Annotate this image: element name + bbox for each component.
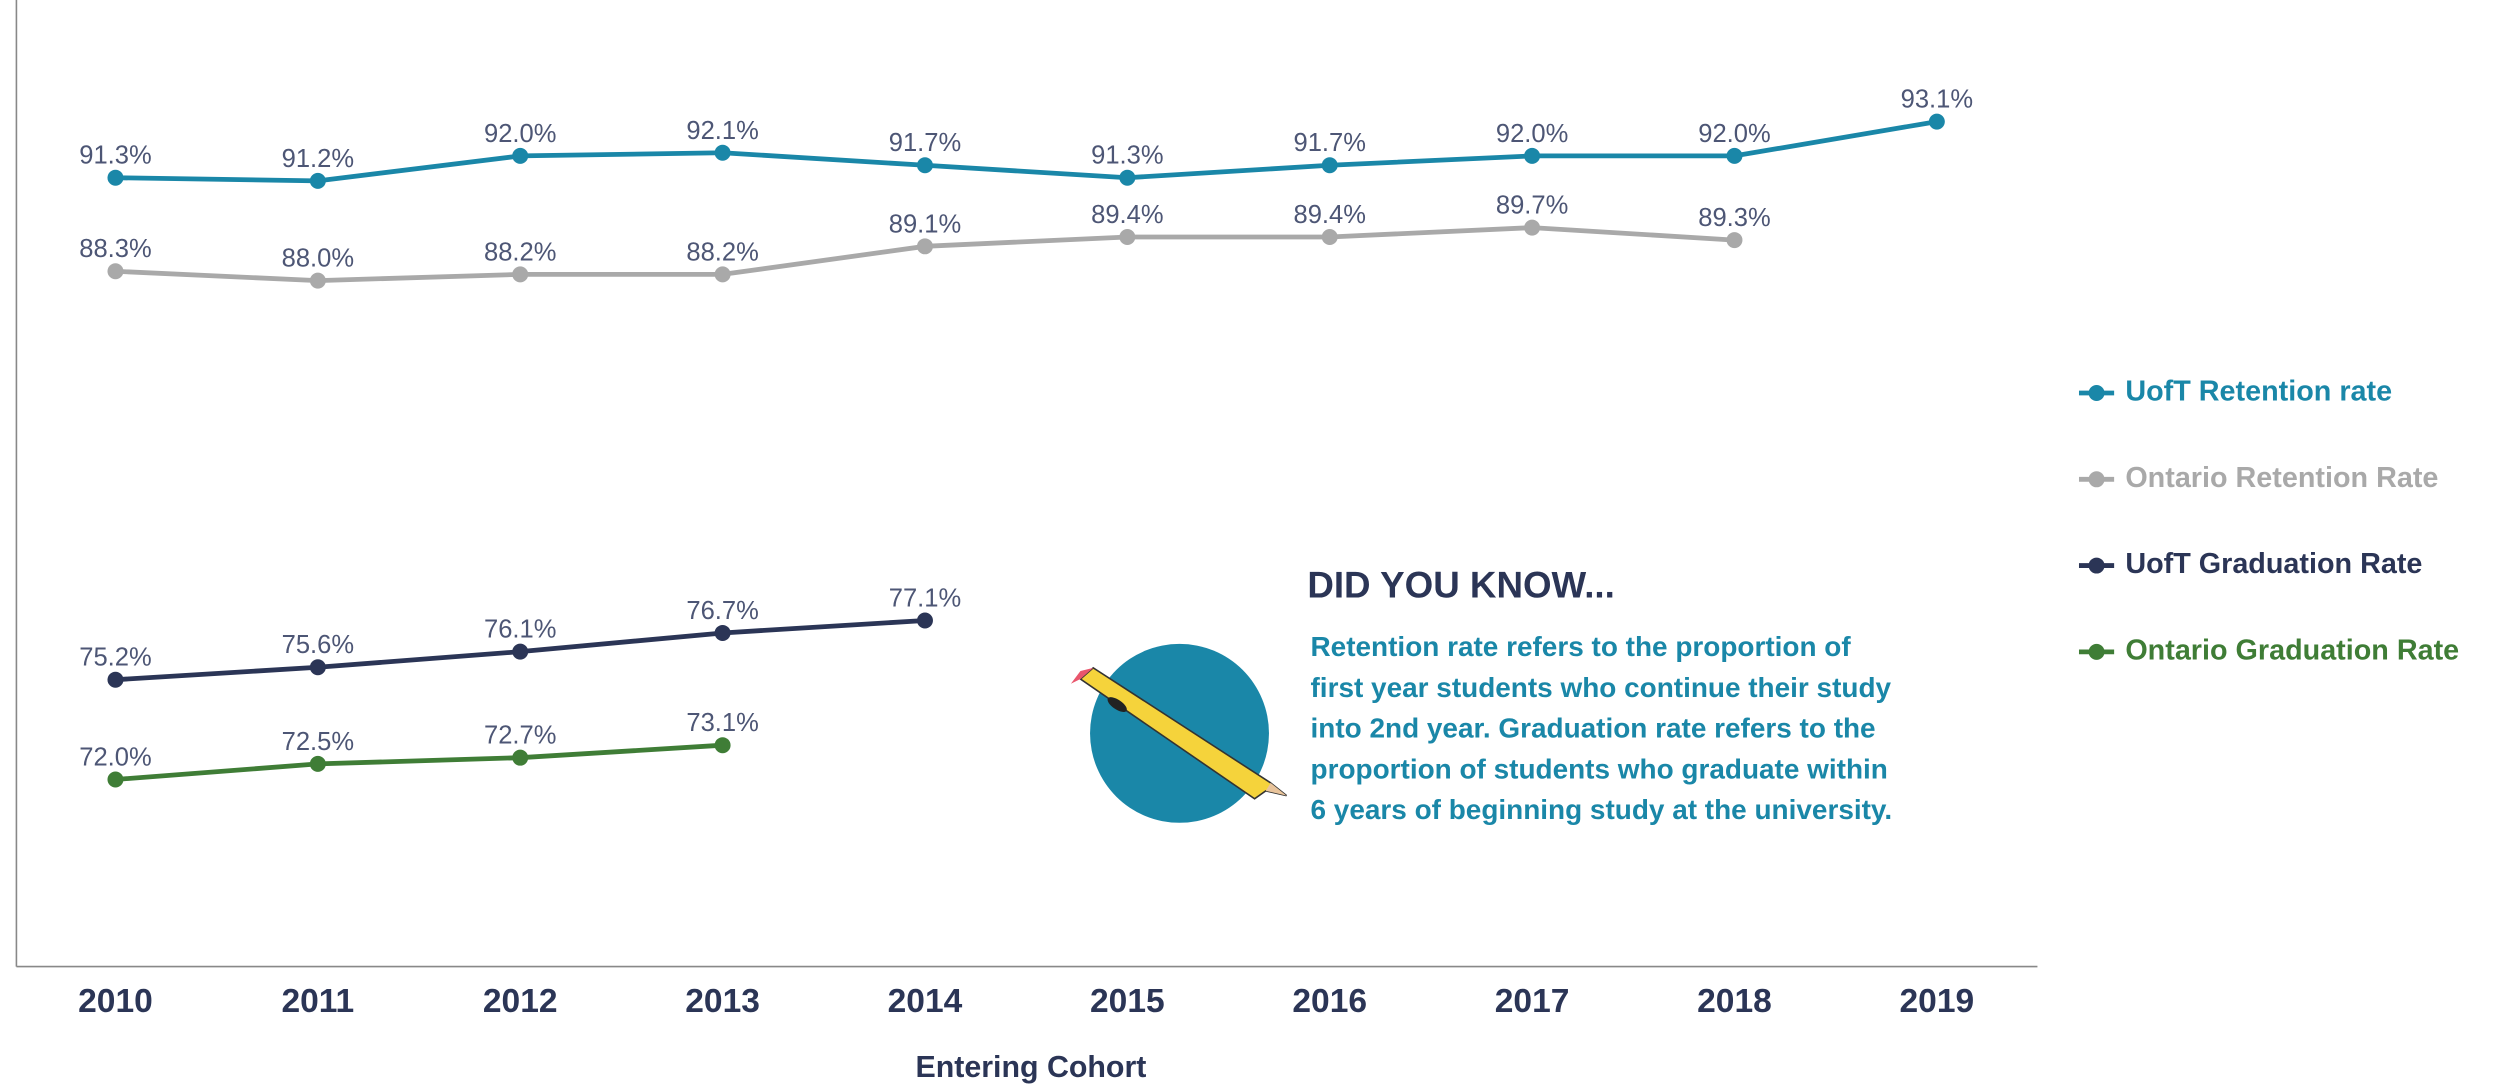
legend-label: Ontario Graduation Rate [2125, 634, 2459, 666]
annotation-text: Retention rate refers to the proportion … [1311, 631, 1852, 662]
legend-label: UofT Retention rate [2125, 376, 2392, 408]
value-label: 89.4% [1294, 201, 1366, 229]
value-label: 76.1% [484, 616, 556, 644]
value-label: 91.3% [79, 142, 151, 170]
value-label: 77.1% [889, 584, 961, 612]
x-tick-label: 2016 [1292, 983, 1367, 1020]
x-tick-label: 2017 [1495, 983, 1570, 1020]
data-point [512, 147, 529, 164]
data-point [107, 169, 124, 186]
value-label: 92.0% [1698, 120, 1770, 148]
x-tick-label: 2013 [685, 983, 760, 1020]
value-label: 88.2% [686, 238, 758, 266]
data-point [107, 263, 124, 280]
data-point [309, 659, 326, 676]
value-label: 88.0% [282, 245, 354, 273]
value-label: 92.0% [1496, 120, 1568, 148]
value-label: 89.1% [889, 210, 961, 238]
data-point [107, 671, 124, 688]
x-tick-label: 2014 [888, 983, 963, 1020]
value-label: 91.2% [282, 145, 354, 173]
series-line [115, 119, 1938, 184]
value-label: 88.3% [79, 235, 151, 263]
data-point [1726, 147, 1743, 164]
value-label: 93.1% [1901, 86, 1973, 114]
value-label: 72.5% [282, 728, 354, 756]
x-tick-label: 2015 [1090, 983, 1165, 1020]
annotation-text: first year students who continue their s… [1311, 672, 1892, 703]
annotation-text: proportion of students who graduate with… [1311, 753, 1888, 784]
data-point [1119, 228, 1136, 245]
data-point [512, 749, 529, 766]
data-point [1119, 169, 1136, 186]
data-point [1321, 157, 1338, 174]
data-point [916, 238, 933, 255]
legend-marker [2088, 471, 2105, 488]
data-point [512, 266, 529, 283]
x-tick-label: 2019 [1900, 983, 1975, 1020]
value-label: 76.7% [686, 597, 758, 625]
data-point [1524, 219, 1541, 236]
value-label: 72.0% [79, 743, 151, 771]
value-label: 75.6% [282, 631, 354, 659]
value-label: 92.0% [484, 120, 556, 148]
data-point [309, 172, 326, 189]
annotation-text: 6 years of beginning study at the univer… [1311, 794, 1893, 825]
legend-marker [2088, 557, 2105, 574]
value-label: 92.1% [686, 117, 758, 145]
pencil-icon [1070, 643, 1288, 823]
annotation-title: DID YOU KNOW... [1307, 565, 1615, 606]
data-point [714, 624, 731, 641]
legend-label: UofT Graduation Rate [2125, 548, 2422, 580]
value-label: 73.1% [686, 709, 758, 737]
data-point [1321, 228, 1338, 245]
value-label: 75.2% [79, 644, 151, 672]
data-point [1928, 113, 1945, 130]
value-label: 89.7% [1496, 192, 1568, 220]
annotation-text: into 2nd year. Graduation rate refers to… [1311, 713, 1876, 744]
value-label: 88.2% [484, 238, 556, 266]
series-line [115, 742, 723, 782]
x-axis-title: Entering Cohort [915, 1051, 1146, 1084]
value-label: 89.3% [1698, 204, 1770, 232]
value-label: 91.3% [1091, 142, 1163, 170]
value-label: 91.7% [1294, 129, 1366, 157]
data-point [916, 612, 933, 629]
legend-marker [2088, 643, 2105, 660]
data-point [309, 272, 326, 289]
legend-label: Ontario Retention Rate [2125, 462, 2438, 494]
data-point [916, 157, 933, 174]
data-point [309, 755, 326, 772]
data-point [714, 266, 731, 283]
x-tick-label: 2011 [281, 983, 354, 1020]
value-label: 91.7% [889, 129, 961, 157]
data-point [512, 643, 529, 660]
x-tick-label: 2010 [78, 983, 153, 1020]
x-tick-label: 2018 [1697, 983, 1772, 1020]
data-point [1726, 232, 1743, 249]
legend-marker [2088, 385, 2105, 402]
value-label: 89.4% [1091, 201, 1163, 229]
data-point [1524, 147, 1541, 164]
data-point [714, 144, 731, 161]
value-label: 72.7% [484, 722, 556, 750]
data-point [714, 737, 731, 754]
data-point [107, 771, 124, 788]
x-tick-label: 2012 [483, 983, 558, 1020]
